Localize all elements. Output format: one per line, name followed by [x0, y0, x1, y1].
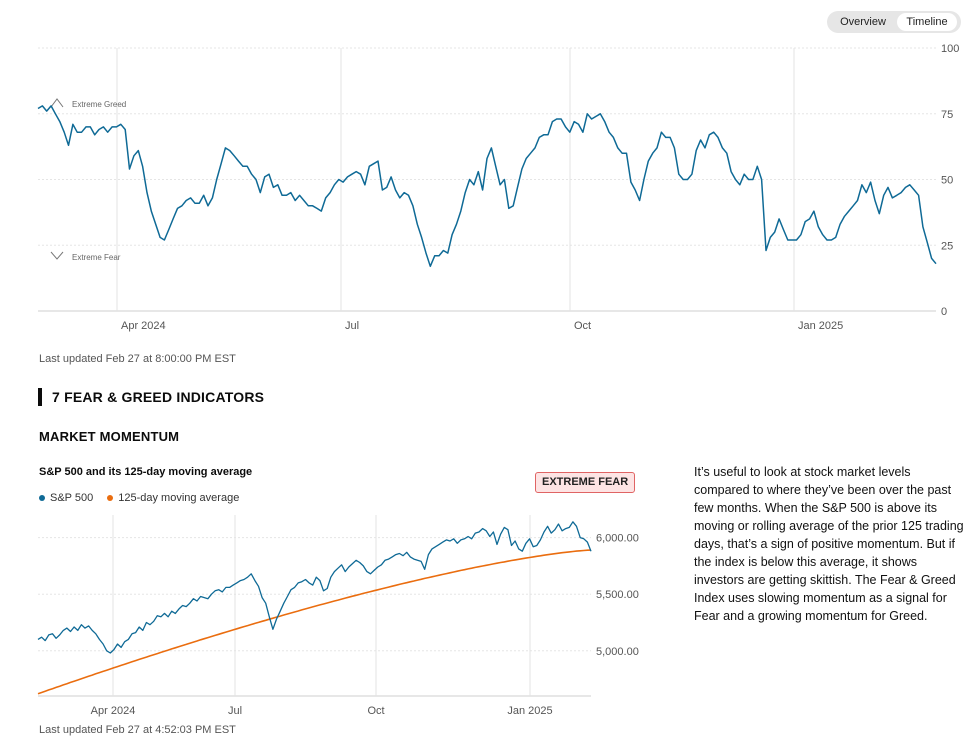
- sp500-line: [37, 521, 592, 654]
- timeline-x-tick: Apr 2024: [121, 320, 166, 332]
- momentum-y-tick: 5,500.00: [596, 589, 639, 601]
- legend-ma: 125-day moving average: [107, 492, 239, 504]
- momentum-x-tick: Jul: [228, 705, 242, 717]
- timeline-tab[interactable]: Timeline: [897, 13, 957, 31]
- greed-chevron-up-icon: [50, 98, 64, 108]
- momentum-x-tick: Oct: [367, 705, 384, 717]
- moving-average-line: [37, 549, 592, 695]
- fear-greed-index-line: [37, 105, 937, 268]
- timeline-y-tick: 25: [941, 240, 953, 252]
- fear-greed-timeline-chart: 100 75 50 25 0 Apr 2024 Jul Oct Jan 2025 Extreme …: [37, 43, 959, 332]
- timeline-last-updated: Last updated Feb 27 at 8:00:00 PM EST: [39, 353, 236, 365]
- momentum-y-tick: 5,000.00: [596, 646, 639, 658]
- ma-dot-icon: [107, 495, 114, 501]
- timeline-x-tick: Oct: [574, 320, 591, 332]
- momentum-legend: S&P 500 125-day moving average: [39, 492, 239, 504]
- timeline-y-tick: 100: [941, 43, 959, 55]
- legend-sp500: S&P 500: [39, 492, 93, 504]
- timeline-y-tick: 75: [941, 109, 953, 121]
- timeline-x-tick: Jan 2025: [798, 320, 843, 332]
- extreme-fear-label: Extreme Fear: [72, 253, 121, 262]
- momentum-chart-title: S&P 500 and its 125-day moving average: [39, 466, 253, 478]
- section-title: 7 FEAR & GREED INDICATORS: [38, 388, 264, 406]
- timeline-x-tick: Jul: [345, 320, 359, 332]
- momentum-last-updated: Last updated Feb 27 at 4:52:03 PM EST: [39, 724, 236, 736]
- fear-chevron-down-icon: [50, 251, 64, 260]
- view-toggle: Overview Timeline: [827, 11, 961, 33]
- momentum-x-tick: Jan 2025: [507, 705, 552, 717]
- legend-sp500-label: S&P 500: [50, 492, 94, 504]
- legend-ma-label: 125-day moving average: [118, 492, 240, 504]
- momentum-description: It’s useful to look at stock market leve…: [694, 465, 964, 623]
- timeline-y-tick: 50: [941, 175, 953, 187]
- timeline-y-tick: 0: [941, 306, 947, 318]
- sp500-dot-icon: [39, 495, 45, 501]
- extreme-greed-label: Extreme Greed: [72, 100, 126, 109]
- rating-badge: EXTREME FEAR: [535, 472, 636, 493]
- indicator-title: MARKET MOMENTUM: [39, 429, 180, 444]
- momentum-x-tick: Apr 2024: [91, 705, 136, 717]
- momentum-y-tick: 6,000.00: [596, 533, 639, 545]
- overview-tab[interactable]: Overview: [840, 16, 886, 28]
